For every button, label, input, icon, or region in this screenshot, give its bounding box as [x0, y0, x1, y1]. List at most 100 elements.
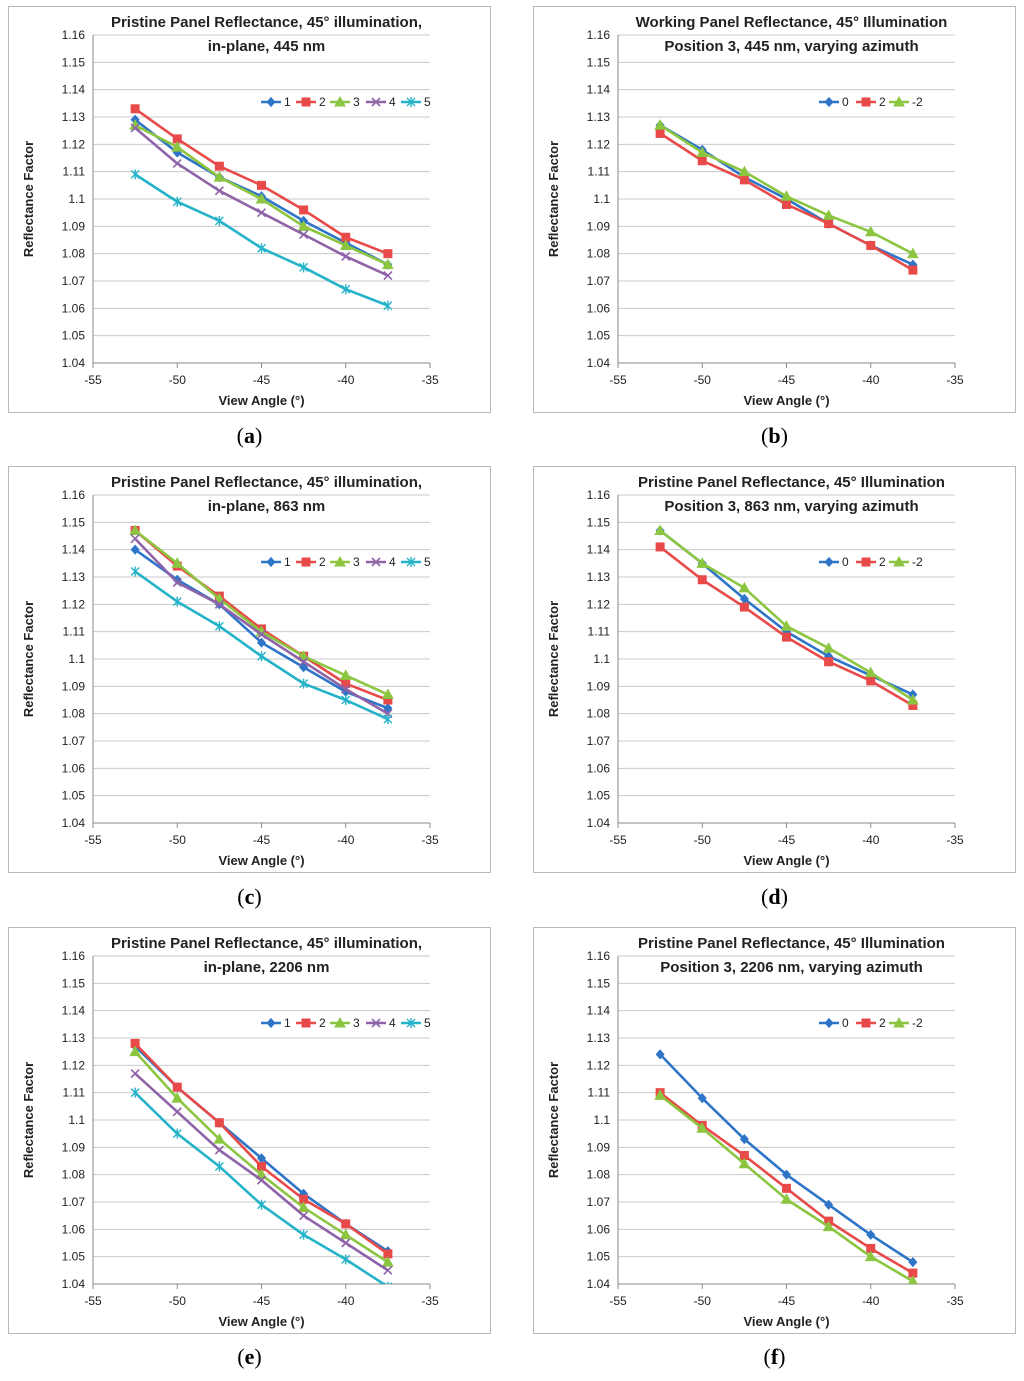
- legend-label: 1: [284, 1016, 291, 1030]
- legend-entry: 0: [819, 1016, 849, 1030]
- legend-label: 1: [284, 555, 291, 569]
- legend-label: 5: [424, 1016, 431, 1030]
- data-point: [129, 524, 141, 536]
- x-tick-label: -35: [421, 373, 439, 387]
- series-line-3: [134, 529, 389, 696]
- data-point: [383, 249, 393, 259]
- legend-label: 2: [319, 1016, 326, 1030]
- chart-panel-a: Pristine Panel Reflectance, 45° illumina…: [8, 6, 491, 413]
- legend-label: 0: [842, 1016, 849, 1030]
- legend-marker: [893, 555, 905, 567]
- legend-label: -2: [912, 555, 923, 569]
- x-tick-label: -55: [609, 833, 627, 847]
- legend-marker: [371, 1018, 381, 1028]
- y-tick-label: 1.1: [68, 192, 85, 206]
- legend-entry: 1: [261, 95, 291, 109]
- series-2: [130, 1038, 393, 1259]
- y-tick-label: 1.16: [587, 28, 611, 42]
- caption-c: (c): [237, 884, 262, 909]
- y-tick-label: 1.12: [587, 137, 611, 151]
- caption-letter-f: f: [770, 1344, 779, 1369]
- legend-entry: 4: [366, 95, 396, 109]
- data-point: [697, 1093, 707, 1104]
- data-point: [341, 251, 351, 261]
- data-point: [257, 651, 266, 662]
- data-point: [171, 1092, 184, 1103]
- legend-label: 4: [389, 95, 396, 109]
- data-point: [256, 629, 267, 639]
- chart-panel-e: Pristine Panel Reflectance, 45° illumina…: [8, 927, 491, 1334]
- y-tick-label: 1.1: [593, 1113, 610, 1127]
- data-point: [383, 1265, 393, 1275]
- y-tick-label: 1.05: [62, 1250, 86, 1264]
- y-tick-label: 1.07: [587, 1195, 611, 1209]
- x-tick-label: -45: [253, 1294, 271, 1308]
- legend-label: -2: [912, 95, 923, 109]
- series-5: [130, 1087, 393, 1284]
- data-point: [383, 300, 393, 311]
- legend-marker: [266, 1017, 276, 1029]
- y-tick-label: 1.08: [62, 247, 86, 261]
- chart-title-line-f: Pristine Panel Reflectance, 45° Illumina…: [638, 935, 945, 952]
- y-tick-label: 1.06: [587, 301, 611, 315]
- x-tick-label: -40: [337, 833, 355, 847]
- y-tick-label: 1.1: [68, 1113, 85, 1127]
- y-tick-label: 1.08: [587, 1168, 611, 1182]
- y-axis-label: Reflectance Factor: [21, 1062, 36, 1178]
- data-point: [782, 1183, 791, 1193]
- data-point: [908, 1275, 918, 1284]
- y-tick-label: 1.04: [587, 816, 611, 830]
- y-tick-label: 1.12: [62, 1058, 86, 1072]
- data-point: [382, 688, 394, 700]
- chart-title-line-d: Pristine Panel Reflectance, 45° Illumina…: [638, 474, 945, 491]
- data-point: [383, 714, 393, 725]
- x-tick-label: -40: [862, 373, 880, 387]
- y-tick-label: 1.04: [62, 356, 86, 370]
- data-point: [339, 669, 352, 680]
- y-tick-label: 1.12: [62, 137, 86, 151]
- data-point: [697, 156, 707, 166]
- x-axis-label: View Angle (°): [218, 1314, 304, 1329]
- series-2: [655, 128, 918, 275]
- y-tick-label: 1.11: [588, 625, 611, 639]
- legend-marker: [406, 557, 416, 567]
- data-point: [822, 642, 835, 653]
- legend-marker: [861, 97, 871, 107]
- series-line-0: [659, 1053, 914, 1264]
- data-point: [130, 1068, 140, 1079]
- data-point: [299, 657, 309, 667]
- legend-label: 4: [389, 1016, 396, 1030]
- data-point: [780, 1193, 793, 1204]
- data-point: [172, 1107, 182, 1117]
- x-tick-label: -45: [253, 373, 271, 387]
- x-tick-label: -35: [421, 833, 439, 847]
- legend-entry: -2: [889, 95, 923, 109]
- y-tick-label: 1.13: [587, 1031, 611, 1045]
- data-point: [864, 1250, 877, 1262]
- data-point: [130, 566, 140, 577]
- data-point: [299, 1211, 309, 1221]
- x-tick-label: -50: [694, 373, 712, 387]
- data-point: [130, 123, 140, 133]
- series-1: [130, 1041, 393, 1257]
- data-point: [214, 1161, 224, 1172]
- data-point: [382, 258, 394, 270]
- y-tick-label: 1.09: [587, 219, 611, 233]
- chart-title-line-e: Pristine Panel Reflectance, 45° illumina…: [111, 935, 422, 952]
- data-point: [739, 602, 749, 612]
- data-point: [214, 161, 224, 171]
- caption-letter-a: a: [244, 423, 255, 448]
- caption-letter-b: b: [768, 423, 781, 448]
- series-2: [130, 104, 393, 259]
- legend-entry: 2: [856, 95, 886, 109]
- data-point: [130, 104, 140, 114]
- chart-svg-c: Pristine Panel Reflectance, 45° illumina…: [21, 474, 439, 868]
- x-tick-label: -55: [84, 833, 102, 847]
- y-tick-label: 1.15: [587, 976, 611, 990]
- x-tick-label: -45: [253, 833, 271, 847]
- y-tick-label: 1.16: [62, 488, 86, 502]
- data-point: [780, 620, 793, 631]
- legend-entry: 5: [401, 95, 431, 109]
- x-tick-label: -55: [84, 373, 102, 387]
- y-tick-label: 1.14: [62, 83, 86, 97]
